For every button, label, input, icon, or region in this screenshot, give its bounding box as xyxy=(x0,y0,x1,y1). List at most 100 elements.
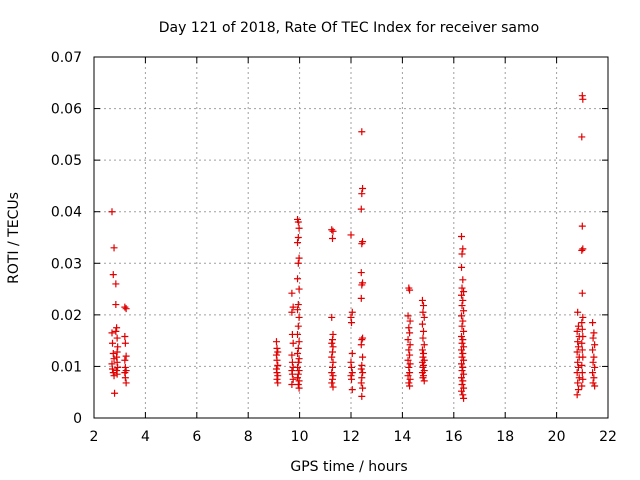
data-points xyxy=(108,92,599,402)
y-tick-label: 0.02 xyxy=(51,308,82,324)
data-point-plus xyxy=(295,338,303,346)
data-point-plus xyxy=(357,365,365,373)
data-point-plus xyxy=(589,334,597,342)
data-point-plus xyxy=(348,350,356,358)
data-point-plus xyxy=(328,348,336,356)
data-point-plus xyxy=(112,301,120,309)
data-point-plus xyxy=(458,312,466,320)
data-point-plus xyxy=(418,346,426,354)
data-point-plus xyxy=(348,319,356,327)
data-point-plus xyxy=(589,319,597,327)
data-point-plus xyxy=(110,372,118,380)
data-point-plus xyxy=(294,218,302,226)
x-axis-label: GPS time / hours xyxy=(290,459,407,475)
data-point-plus xyxy=(459,363,467,371)
y-tick-label: 0.07 xyxy=(51,50,82,66)
data-point-plus xyxy=(348,363,356,371)
data-point-plus xyxy=(460,394,468,402)
data-point-plus xyxy=(574,322,582,330)
data-point-plus xyxy=(459,336,467,344)
data-point-plus xyxy=(295,313,303,321)
data-point-plus xyxy=(294,239,302,247)
data-point-plus xyxy=(591,382,599,390)
data-point-plus xyxy=(405,324,413,332)
y-tick-label: 0.01 xyxy=(51,359,82,375)
x-tick-label: 20 xyxy=(548,429,566,445)
data-point-plus xyxy=(288,370,296,378)
y-tick-label: 0 xyxy=(73,411,82,427)
y-tick-label: 0.06 xyxy=(51,102,82,118)
data-point-plus xyxy=(358,190,366,198)
data-point-plus xyxy=(109,271,117,279)
data-point-plus xyxy=(122,305,130,313)
x-tick-label: 14 xyxy=(393,429,411,445)
data-point-plus xyxy=(578,339,586,347)
data-point-plus xyxy=(295,377,303,385)
data-point-plus xyxy=(359,334,367,342)
data-point-plus xyxy=(459,391,467,399)
data-point-plus xyxy=(121,303,129,311)
data-point-plus xyxy=(113,334,121,342)
x-tick-label: 6 xyxy=(192,429,201,445)
data-point-plus xyxy=(328,339,336,347)
data-point-plus xyxy=(406,317,414,325)
data-point-plus xyxy=(294,234,302,241)
data-point-plus xyxy=(460,327,468,335)
data-point-plus xyxy=(359,185,367,193)
data-point-plus xyxy=(460,356,468,364)
data-point-plus xyxy=(458,353,466,361)
data-point-plus xyxy=(460,288,468,296)
data-point-plus xyxy=(458,367,466,375)
data-point-plus xyxy=(406,286,414,294)
data-point-plus xyxy=(418,296,426,304)
data-point-plus xyxy=(573,327,581,335)
data-point-plus xyxy=(460,307,468,315)
data-point-plus xyxy=(359,369,367,377)
data-point-plus xyxy=(273,356,281,364)
data-point-plus xyxy=(578,382,586,390)
data-point-plus xyxy=(122,379,130,387)
y-axis-ticks: 0 0.01 0.02 0.03 0.04 0.05 0.06 0.07 xyxy=(51,50,608,427)
data-point-plus xyxy=(328,226,336,234)
data-point-plus xyxy=(459,296,467,304)
data-point-plus xyxy=(348,386,356,394)
data-point-plus xyxy=(289,375,297,383)
data-point-plus xyxy=(272,338,280,346)
data-point-plus xyxy=(294,370,302,378)
data-point-plus xyxy=(294,344,302,352)
data-point-plus xyxy=(458,339,466,347)
data-point-plus xyxy=(289,303,297,311)
data-point-plus xyxy=(589,369,597,377)
data-point-plus xyxy=(459,377,467,385)
data-point-plus xyxy=(579,313,587,321)
data-point-plus xyxy=(459,317,467,325)
data-point-plus xyxy=(358,240,366,248)
data-point-plus xyxy=(348,369,356,377)
data-point-plus xyxy=(578,289,586,297)
data-point-plus xyxy=(328,235,336,243)
data-point-plus xyxy=(358,128,366,136)
data-point-plus xyxy=(590,374,598,382)
data-point-plus xyxy=(359,384,367,392)
data-point-plus xyxy=(404,372,412,380)
data-point-plus xyxy=(274,361,282,369)
data-point-plus xyxy=(419,327,427,335)
data-point-plus xyxy=(589,346,597,354)
data-point-plus xyxy=(404,336,412,344)
data-point-plus xyxy=(578,361,586,369)
data-point-plus xyxy=(288,351,296,359)
x-tick-label: 10 xyxy=(291,429,309,445)
data-point-plus xyxy=(359,353,367,361)
data-point-plus xyxy=(578,246,586,254)
x-tick-label: 2 xyxy=(90,429,99,445)
data-point-plus xyxy=(112,280,120,288)
data-point-plus xyxy=(294,322,302,330)
data-point-plus xyxy=(405,363,413,371)
data-point-plus xyxy=(459,276,467,284)
data-point-plus xyxy=(418,320,426,328)
data-point-plus xyxy=(404,356,412,364)
data-point-plus xyxy=(459,350,467,358)
data-point-plus xyxy=(348,308,356,316)
data-point-plus xyxy=(328,353,336,361)
data-point-plus xyxy=(458,232,466,240)
